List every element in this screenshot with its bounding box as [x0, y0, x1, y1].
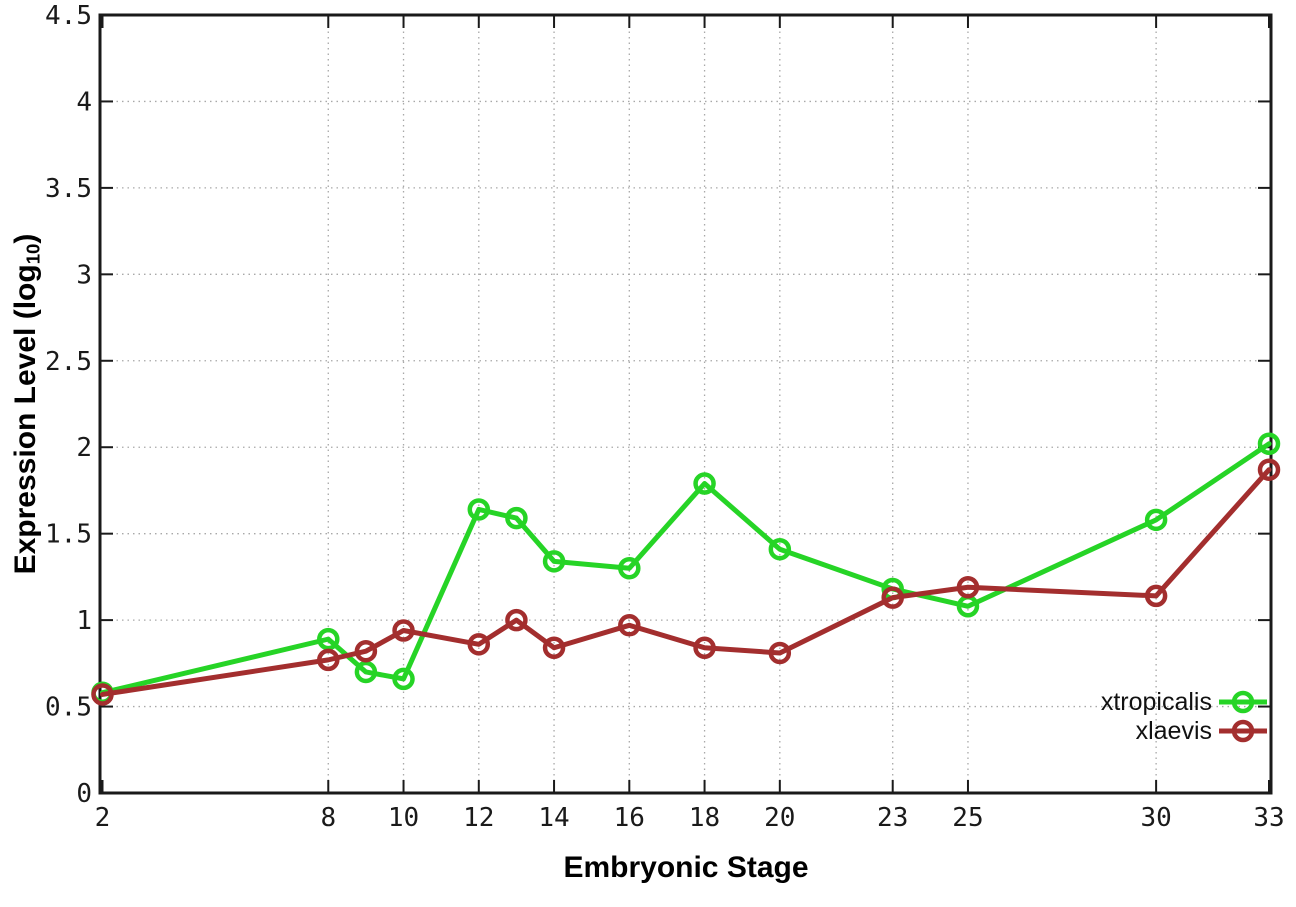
y-tick-label: 3	[76, 260, 92, 290]
data-point-xtropicalis	[1257, 432, 1281, 456]
x-tick-label: 23	[877, 803, 908, 833]
data-point-xlaevis	[91, 683, 114, 706]
data-point-xlaevis	[956, 576, 980, 599]
data-point-xtropicalis	[354, 660, 378, 684]
x-tick-label: 30	[1140, 803, 1171, 833]
data-point-xlaevis	[467, 633, 491, 656]
data-point-xtropicalis	[542, 550, 566, 573]
data-point-xlaevis	[618, 614, 641, 637]
data-point-xtropicalis	[467, 498, 491, 521]
legend-sample-marker-xtropicalis	[1231, 690, 1255, 714]
data-point-xtropicalis	[1144, 508, 1168, 532]
data-point-xlaevis	[768, 641, 792, 665]
data-point-xtropicalis	[505, 506, 528, 530]
x-tick-label: 10	[388, 803, 419, 833]
x-tick-label: 16	[614, 803, 645, 833]
y-tick-label: 0	[76, 779, 92, 809]
y-tick-label: 4.5	[45, 1, 92, 31]
x-tick-label: 14	[538, 803, 569, 833]
data-point-xlaevis	[1257, 458, 1281, 481]
x-axis-title: Embryonic Stage	[563, 851, 809, 884]
data-point-xlaevis	[693, 636, 716, 660]
data-point-xtropicalis	[768, 537, 792, 561]
x-tick-label: 8	[320, 803, 336, 833]
data-point-xlaevis	[1144, 584, 1168, 608]
data-point-xlaevis	[881, 586, 904, 609]
data-point-xtropicalis	[618, 556, 641, 580]
legend-label-xtropicalis: xtropicalis	[1101, 688, 1212, 716]
plot-border	[98, 13, 1273, 795]
data-point-xlaevis	[392, 619, 415, 642]
y-tick-label: 2	[76, 433, 92, 463]
y-tick-label: 3.5	[45, 174, 92, 204]
y-tick-label: 1.5	[45, 520, 92, 550]
y-axis-title-text: Expression Level (log	[9, 264, 42, 575]
data-point-xtropicalis	[317, 627, 340, 651]
y-tick-label: 0.5	[45, 693, 92, 723]
series-line-xtropicalis	[100, 441, 1272, 696]
data-point-xlaevis	[354, 639, 378, 663]
x-tick-label: 18	[689, 803, 720, 833]
y-tick-label: 1	[76, 606, 92, 636]
x-tick-label: 25	[952, 803, 983, 833]
data-point-xlaevis	[542, 636, 566, 660]
x-tick-label: 2	[95, 803, 111, 833]
x-tick-label: 20	[764, 803, 795, 833]
data-point-xlaevis	[317, 648, 340, 672]
y-axis-title: Expression Level (log10)	[6, 194, 46, 614]
legend-label-xlaevis: xlaevis	[1136, 717, 1212, 745]
y-tick-label: 4	[76, 87, 92, 117]
x-tick-label: 33	[1253, 803, 1284, 833]
data-point-xtropicalis	[392, 667, 415, 691]
y-axis-title-close: )	[9, 233, 42, 244]
data-point-xtropicalis	[693, 472, 716, 495]
data-point-xlaevis	[505, 608, 528, 632]
x-tick-label: 12	[463, 803, 494, 833]
legend-sample-marker-xlaevis	[1231, 719, 1255, 743]
y-tick-label: 2.5	[45, 347, 92, 377]
y-axis-title-subscript: 10	[22, 243, 44, 265]
